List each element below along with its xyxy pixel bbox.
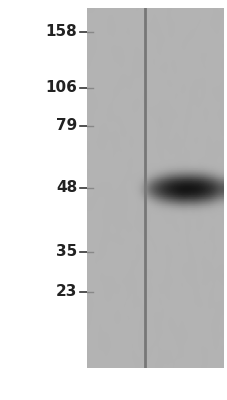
Text: 79: 79 xyxy=(56,118,77,134)
Text: 158: 158 xyxy=(46,24,77,40)
Text: 23: 23 xyxy=(56,284,77,300)
FancyBboxPatch shape xyxy=(86,8,222,368)
Text: 106: 106 xyxy=(45,80,77,96)
Text: 48: 48 xyxy=(56,180,77,196)
Text: 35: 35 xyxy=(56,244,77,260)
